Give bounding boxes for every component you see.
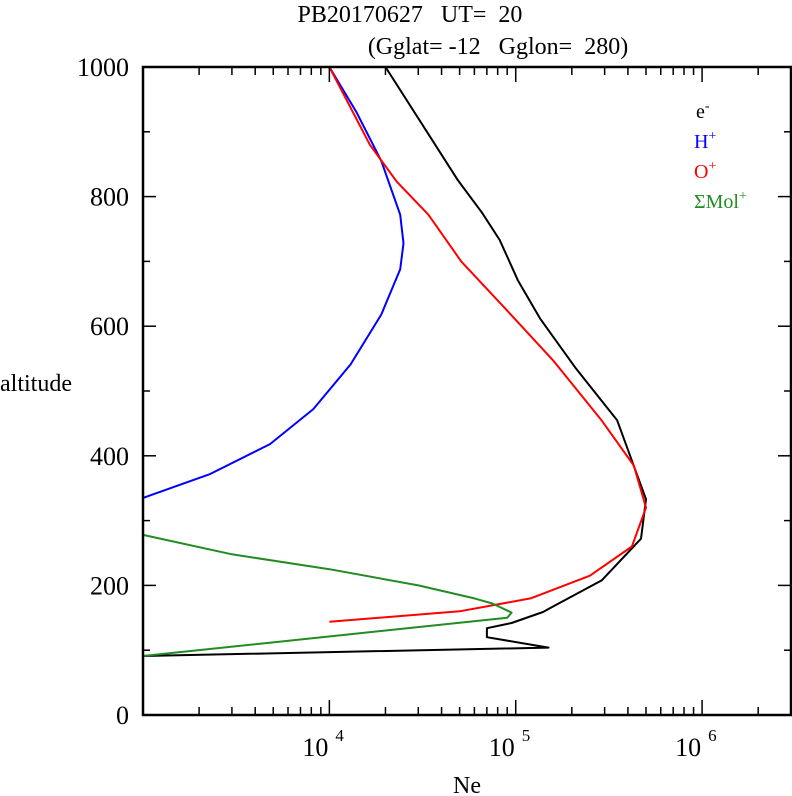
legend-label-sup: + xyxy=(739,189,747,204)
y-tick-label: 0 xyxy=(116,701,129,730)
x-tick-label: 10 xyxy=(302,733,328,762)
y-axis-label: altitude xyxy=(0,371,72,397)
chart-subtitle: (Gglat= -12 Gglon= 280) xyxy=(368,34,628,60)
legend-label-sup: - xyxy=(705,99,710,114)
legend-entry: H+ xyxy=(694,129,716,153)
data-series xyxy=(142,66,647,657)
y-tick-label: 800 xyxy=(90,183,129,212)
series-line-2 xyxy=(328,66,647,623)
x-tick-labels: 10 4 10 5 10 6 xyxy=(302,726,716,762)
legend-label: O xyxy=(694,161,708,183)
series-line-3 xyxy=(142,533,513,657)
legend-label: ΣMol xyxy=(694,191,739,213)
series-line-1 xyxy=(142,66,405,499)
y-tick-label: 200 xyxy=(90,571,129,600)
x-axis-label: Ne xyxy=(453,773,481,796)
legend-entry: ΣMol+ xyxy=(694,189,747,213)
x-tick-label-exponent: 4 xyxy=(335,726,344,745)
legend-label: H xyxy=(694,131,708,153)
legend-label-sup: + xyxy=(708,129,716,144)
x-tick-label: 10 xyxy=(675,733,701,762)
y-tick-label: 400 xyxy=(90,442,129,471)
y-tick-label: 600 xyxy=(90,312,129,341)
chart-title: PB20170627 UT= 20 xyxy=(298,2,523,28)
legend-label-sup: + xyxy=(708,159,716,174)
legend-entry: e- xyxy=(696,99,710,123)
legend-entry: O+ xyxy=(694,159,716,183)
y-tick-label: 1000 xyxy=(77,53,129,82)
legend-label: e xyxy=(696,101,705,123)
x-tick-label-exponent: 6 xyxy=(708,726,717,745)
y-tick-labels: 0 200 400 600 800 1000 xyxy=(77,53,129,730)
axis-ticks xyxy=(142,66,792,716)
legend: e-H+O+ΣMol+ xyxy=(694,99,747,213)
x-tick-label-exponent: 5 xyxy=(522,726,531,745)
x-tick-label: 10 xyxy=(489,733,515,762)
series-line-0 xyxy=(142,66,647,657)
